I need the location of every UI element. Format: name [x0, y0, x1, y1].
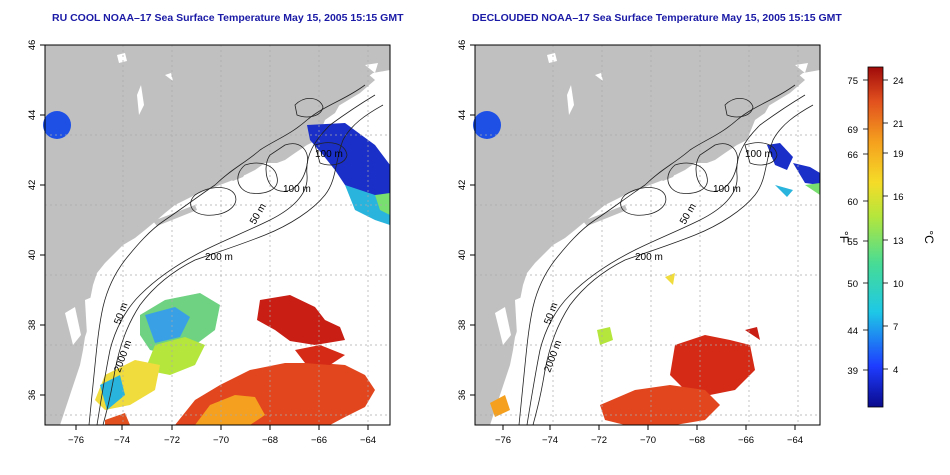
sst-field-shelf: [95, 293, 220, 410]
contour-label: 100 m: [745, 149, 773, 160]
contour-label: 100 m: [283, 184, 311, 195]
c-tick-label: 4: [893, 365, 898, 376]
x-tick-label: −70: [213, 435, 229, 446]
sst-field-north: [307, 123, 390, 225]
sst-field-gulfstream: [105, 295, 375, 425]
f-tick-label: 39: [847, 366, 858, 377]
y-tick-label: 36: [457, 390, 468, 401]
y-tick-label: 40: [457, 250, 468, 261]
colorbar-gradient: [867, 66, 884, 408]
contour-label: 100 m: [713, 184, 741, 195]
x-tick-label: −64: [787, 435, 803, 446]
colorbar-ticks: [863, 79, 888, 371]
x-tick-label: −76: [68, 435, 84, 446]
x-tick-label: −68: [689, 435, 705, 446]
contour-label: 200 m: [205, 252, 233, 263]
c-tick-label: 16: [893, 192, 904, 203]
x-tick-label: −76: [495, 435, 511, 446]
fahrenheit-unit-label: °F: [837, 231, 851, 243]
y-tick-label: 46: [27, 40, 38, 51]
x-tick-label: −74: [542, 435, 558, 446]
f-tick-label: 69: [847, 125, 858, 136]
f-tick-label: 75: [847, 76, 858, 87]
sst-field-shelf: [490, 273, 675, 417]
c-tick-label: 24: [893, 76, 904, 87]
f-tick-label: 66: [847, 150, 858, 161]
y-tick-label: 42: [27, 180, 38, 191]
contour-label: 200 m: [635, 252, 663, 263]
x-axis: −76 −74 −72 −70 −68 −66 −64: [68, 425, 376, 446]
temperature-colorbar: 75 69 66 60 55 50 44 39: [837, 66, 936, 408]
y-tick-label: 38: [27, 320, 38, 331]
x-tick-label: −68: [262, 435, 278, 446]
axis-raw: 46 44 42 40 38 36 −76 −74 −72 −70 −68 −6…: [27, 40, 376, 446]
c-tick-label: 19: [893, 149, 904, 160]
x-tick-label: −70: [640, 435, 656, 446]
x-tick-label: −72: [164, 435, 180, 446]
celsius-unit-label: °C: [922, 230, 936, 244]
y-tick-label: 36: [27, 390, 38, 401]
x-tick-label: −66: [311, 435, 327, 446]
lake-temperature: [473, 111, 501, 139]
f-tick-label: 60: [847, 197, 858, 208]
celsius-scale: 24 21 19 16 13 10 7 4: [893, 76, 904, 376]
axis-declouded: 46 44 42 40 38 36 −76 −74 −72 −70 −68 −6…: [457, 40, 803, 446]
y-axis: 46 44 42 40 38 36: [457, 40, 475, 401]
c-tick-label: 21: [893, 119, 904, 130]
x-tick-label: −64: [360, 435, 376, 446]
f-tick-label: 55: [847, 237, 858, 248]
lake-temperature: [43, 111, 71, 139]
c-tick-label: 10: [893, 279, 904, 290]
x-axis: −76 −74 −72 −70 −68 −66 −64: [495, 425, 803, 446]
y-tick-label: 44: [457, 110, 468, 121]
map-panel-raw: 100 m 100 m 50 m 200 m 50 m 2000 m: [43, 44, 391, 426]
fahrenheit-scale: 75 69 66 60 55 50 44 39: [847, 76, 858, 377]
y-tick-label: 40: [27, 250, 38, 261]
y-tick-label: 44: [27, 110, 38, 121]
sst-field-north: [767, 143, 820, 197]
x-tick-label: −66: [738, 435, 754, 446]
c-tick-label: 7: [893, 322, 898, 333]
contour-label: 100 m: [315, 149, 343, 160]
x-tick-label: −72: [591, 435, 607, 446]
f-tick-label: 44: [847, 326, 858, 337]
y-tick-label: 38: [457, 320, 468, 331]
map-title-declouded: DECLOUDED NOAA–17 Sea Surface Temperatur…: [472, 12, 842, 24]
map-title-raw: RU COOL NOAA–17 Sea Surface Temperature …: [52, 12, 404, 24]
x-tick-label: −74: [114, 435, 130, 446]
f-tick-label: 50: [847, 279, 858, 290]
y-axis: 46 44 42 40 38 36: [27, 40, 45, 401]
map-panel-declouded: 100 m 100 m 50 m 200 m 50 m 2000 m: [473, 44, 821, 426]
y-tick-label: 46: [457, 40, 468, 51]
y-tick-label: 42: [457, 180, 468, 191]
contour-labels: 100 m 100 m 50 m 200 m 50 m 2000 m: [542, 149, 772, 374]
c-tick-label: 13: [893, 236, 904, 247]
